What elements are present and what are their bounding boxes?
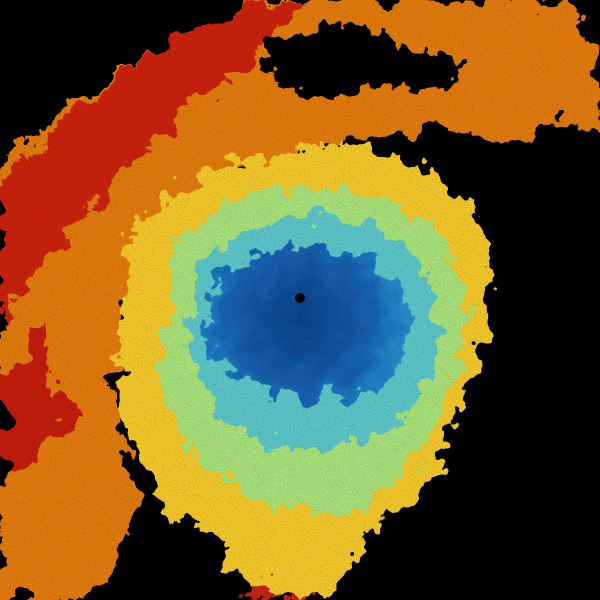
radar-site <box>295 293 305 303</box>
